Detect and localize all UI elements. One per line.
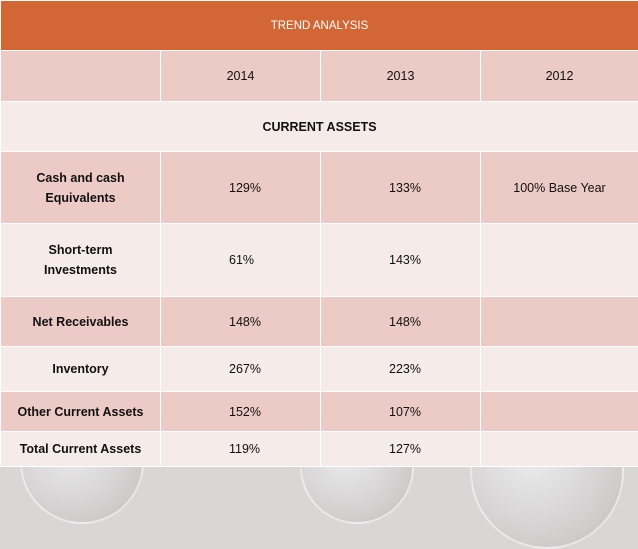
row-value-2014: 267%	[161, 347, 321, 392]
section-label: CURRENT ASSETS	[1, 102, 638, 152]
row-value-2013: 107%	[321, 392, 481, 432]
table-row: Net Receivables 148% 148%	[1, 297, 638, 347]
row-label: Net Receivables	[1, 297, 161, 347]
row-value-2013: 143%	[321, 224, 481, 297]
row-value-2013: 223%	[321, 347, 481, 392]
row-label: Cash and cash Equivalents	[1, 152, 161, 224]
row-value-2014: 152%	[161, 392, 321, 432]
row-value-2013: 127%	[321, 432, 481, 467]
year-header-2012: 2012	[481, 51, 638, 102]
row-value-2013: 133%	[321, 152, 481, 224]
table-title: TREND ANALYSIS	[1, 1, 638, 51]
year-header-2014: 2014	[161, 51, 321, 102]
row-value-2012	[481, 347, 638, 392]
title-row: TREND ANALYSIS	[1, 1, 638, 51]
table-row: Other Current Assets 152% 107%	[1, 392, 638, 432]
section-row: CURRENT ASSETS	[1, 102, 638, 152]
row-value-2012: 100% Base Year	[481, 152, 638, 224]
row-value-2012	[481, 432, 638, 467]
row-value-2014: 148%	[161, 297, 321, 347]
row-label: Short-term Investments	[1, 224, 161, 297]
row-value-2012	[481, 224, 638, 297]
row-value-2013: 148%	[321, 297, 481, 347]
row-value-2014: 129%	[161, 152, 321, 224]
year-header-2013: 2013	[321, 51, 481, 102]
row-label: Total Current Assets	[1, 432, 161, 467]
table-row: Total Current Assets 119% 127%	[1, 432, 638, 467]
trend-analysis-table: TREND ANALYSIS 2014 2013 2012 CURRENT AS…	[0, 0, 638, 467]
empty-header-cell	[1, 51, 161, 102]
row-label: Other Current Assets	[1, 392, 161, 432]
table-row: Short-term Investments 61% 143%	[1, 224, 638, 297]
row-value-2014: 119%	[161, 432, 321, 467]
row-label: Inventory	[1, 347, 161, 392]
row-value-2014: 61%	[161, 224, 321, 297]
table-row: Inventory 267% 223%	[1, 347, 638, 392]
year-header-row: 2014 2013 2012	[1, 51, 638, 102]
row-value-2012	[481, 297, 638, 347]
row-value-2012	[481, 392, 638, 432]
table-row: Cash and cash Equivalents 129% 133% 100%…	[1, 152, 638, 224]
